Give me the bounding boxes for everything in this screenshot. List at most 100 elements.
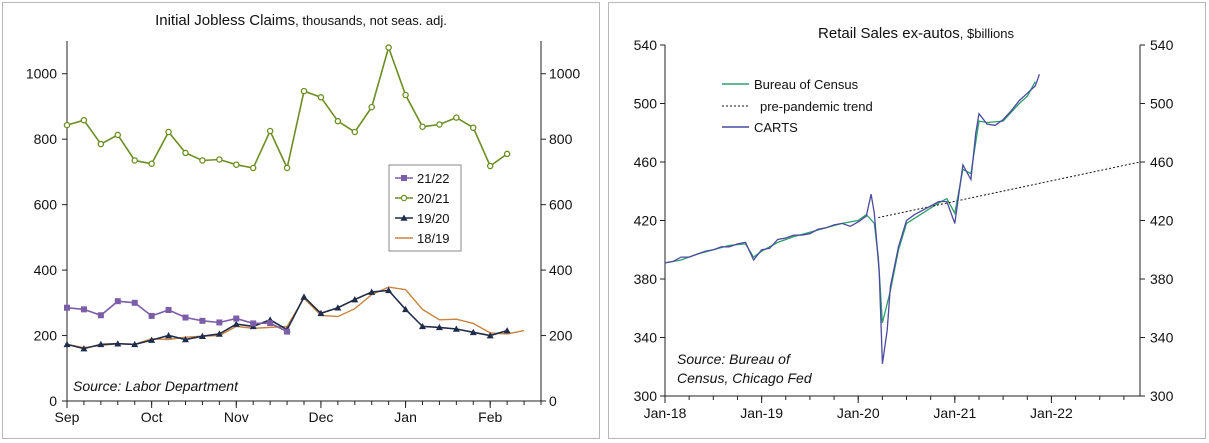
data-point xyxy=(436,121,443,128)
y-tick-label-left: 400 xyxy=(34,262,58,278)
y-tick-label-right: 380 xyxy=(1150,271,1174,287)
data-point xyxy=(486,162,494,170)
chart-title: Retail Sales ex-autos, $billions xyxy=(818,25,1014,42)
data-point xyxy=(80,116,88,124)
data-point xyxy=(182,149,189,157)
legend-label: CARTS xyxy=(754,120,798,135)
data-point xyxy=(97,140,105,148)
data-point xyxy=(215,330,223,337)
data-point xyxy=(114,298,121,305)
data-point xyxy=(351,128,359,136)
legend-label: 19/20 xyxy=(417,211,450,226)
data-point xyxy=(233,315,240,322)
data-point xyxy=(131,157,138,164)
data-point xyxy=(503,327,511,334)
x-tick-label: Jan-20 xyxy=(837,405,880,421)
y-tick-label-right: 400 xyxy=(549,262,573,278)
data-point xyxy=(97,340,105,348)
y-tick-label-left: 500 xyxy=(634,96,658,112)
data-point xyxy=(80,345,88,352)
y-tick-label-left: 200 xyxy=(34,328,58,344)
data-point xyxy=(317,94,325,101)
data-point xyxy=(284,328,291,335)
y-tick-label-left: 1000 xyxy=(26,66,57,82)
y-tick-label-left: 800 xyxy=(34,131,58,147)
y-tick-label-right: 800 xyxy=(549,131,573,147)
data-point xyxy=(114,340,122,347)
data-point xyxy=(97,312,104,319)
series-line-bureau-of-census xyxy=(664,81,1036,324)
series-line-18-19 xyxy=(66,286,525,349)
y-tick-label-left: 380 xyxy=(634,271,658,287)
data-point xyxy=(300,293,308,300)
data-point xyxy=(165,128,172,136)
data-point xyxy=(250,320,257,327)
y-tick-label-left: 420 xyxy=(634,213,658,229)
data-point xyxy=(216,156,223,163)
data-point xyxy=(266,127,274,135)
data-point xyxy=(63,340,71,348)
x-tick-label: Jan xyxy=(394,409,417,425)
data-point xyxy=(63,121,71,129)
data-point xyxy=(435,323,443,331)
y-tick-label-right: 0 xyxy=(549,393,557,409)
source-note-line1: Source: Bureau of xyxy=(677,351,792,367)
series-line-20-21 xyxy=(66,44,508,171)
legend-label: 18/19 xyxy=(417,231,450,246)
series-line-pre-pandemic-trend xyxy=(878,161,1141,219)
data-point xyxy=(486,332,494,339)
y-tick-label-right: 420 xyxy=(1150,213,1174,229)
data-point xyxy=(131,340,139,348)
data-point xyxy=(503,150,511,158)
y-tick-label-left: 300 xyxy=(634,388,658,404)
data-point xyxy=(300,87,308,95)
data-point xyxy=(148,312,155,319)
x-tick-label: Oct xyxy=(141,409,163,425)
data-point xyxy=(419,322,426,330)
x-tick-label: Nov xyxy=(224,409,249,425)
data-point xyxy=(368,103,375,111)
legend-label: 20/21 xyxy=(417,191,450,206)
y-tick-label-right: 460 xyxy=(1150,154,1174,170)
data-point xyxy=(148,160,155,167)
data-point xyxy=(148,336,156,343)
data-point xyxy=(470,124,477,131)
y-tick-label-left: 340 xyxy=(634,330,658,346)
data-point xyxy=(453,114,460,121)
data-point xyxy=(249,164,257,172)
retail-sales-panel: Retail Sales ex-autos, $billions 300 300 3… xyxy=(608,2,1206,439)
data-point xyxy=(232,320,240,327)
data-point xyxy=(80,306,87,313)
data-point xyxy=(267,320,274,327)
data-point xyxy=(182,314,189,321)
data-point xyxy=(419,123,426,130)
y-tick-label-left: 600 xyxy=(34,197,58,213)
y-tick-label-left: 0 xyxy=(49,393,57,409)
legend-label: Bureau of Census xyxy=(754,77,859,92)
legend-label: pre-pandemic trend xyxy=(760,99,873,114)
retail-sales-chart: Retail Sales ex-autos, $billions 300 300 3… xyxy=(634,25,1174,421)
data-point xyxy=(165,332,173,339)
data-point xyxy=(114,131,122,139)
y-tick-label-right: 300 xyxy=(1150,388,1174,404)
data-point xyxy=(198,332,206,339)
jobless-claims-panel: Initial Jobless Claims, thousands, not s… xyxy=(2,2,600,439)
legend-label: 21/22 xyxy=(417,171,450,186)
series-line-carts xyxy=(664,74,1041,364)
data-point xyxy=(216,319,223,326)
x-tick-label: Jan-18 xyxy=(644,405,687,421)
data-point xyxy=(385,286,393,294)
x-tick-label: Sep xyxy=(55,409,80,425)
x-tick-label: Feb xyxy=(478,409,502,425)
data-point xyxy=(283,164,291,172)
data-point xyxy=(385,44,392,51)
source-note: Source: Labor Department xyxy=(73,378,239,394)
data-point xyxy=(469,328,477,336)
x-tick-label: Jan-22 xyxy=(1030,405,1073,421)
data-point xyxy=(131,299,138,306)
legend-marker xyxy=(400,194,408,202)
data-point xyxy=(199,157,206,164)
y-tick-label-left: 540 xyxy=(634,37,658,53)
data-point xyxy=(368,288,376,295)
x-tick-label: Jan-21 xyxy=(933,405,976,421)
